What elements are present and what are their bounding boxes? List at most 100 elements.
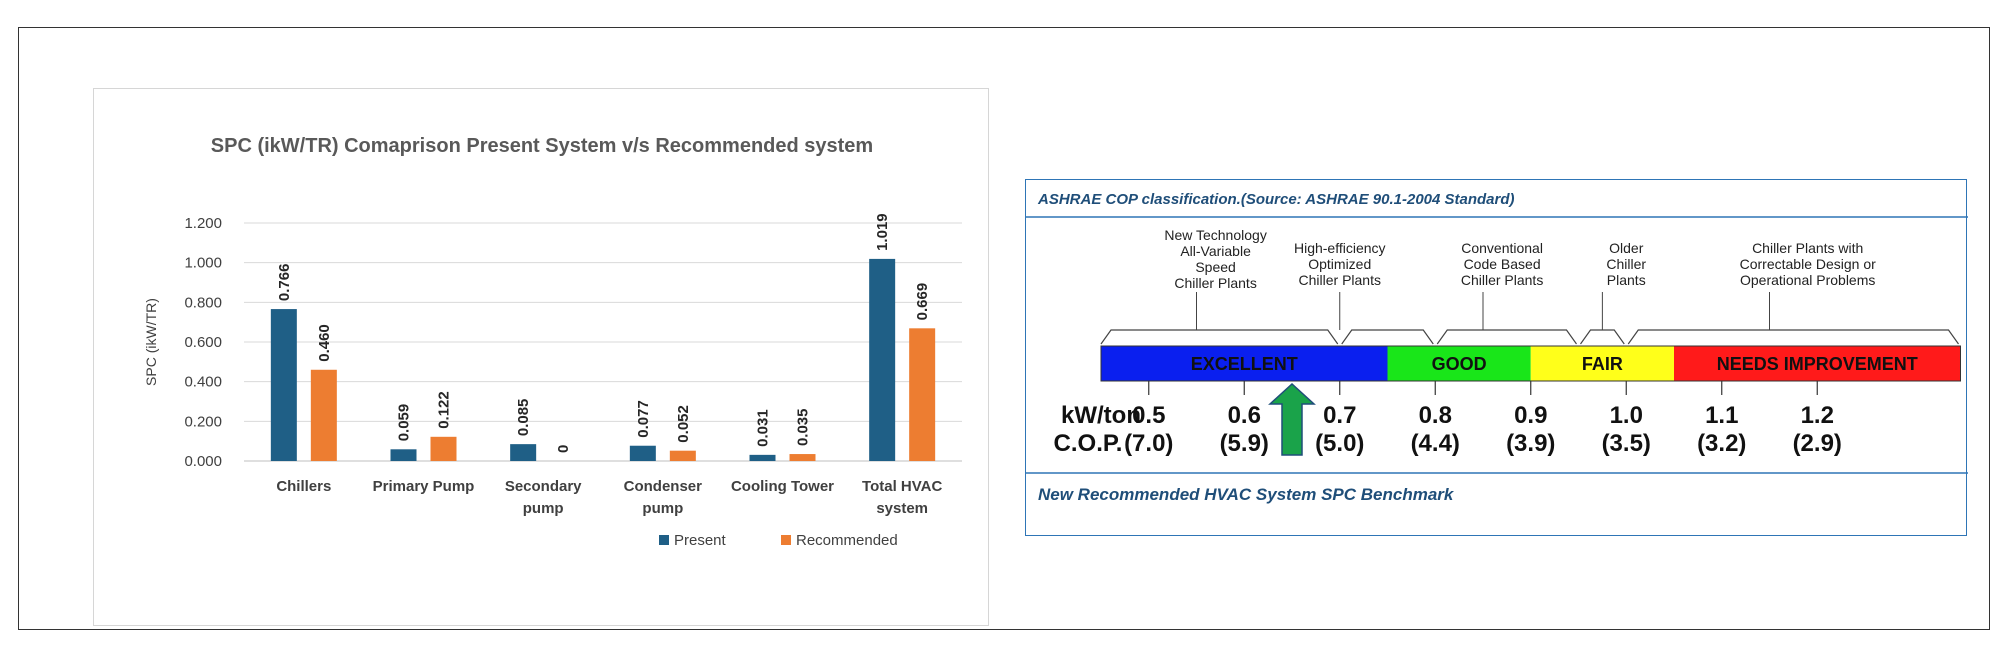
band-label: EXCELLENT [1191,354,1298,374]
ashrae-footer: New Recommended HVAC System SPC Benchmar… [1038,485,1455,504]
band-label: FAIR [1582,354,1623,374]
benchmark-arrow-icon [1268,382,1316,456]
category-brace [1627,329,1959,345]
chart-title: SPC (ikW/TR) Comaprison Present System v… [211,135,873,157]
y-tick-label: 0.600 [184,334,222,351]
category-description: Optimized [1308,256,1371,272]
cop-value: (3.2) [1697,430,1746,457]
category-brace [1100,329,1339,345]
category-brace [1580,329,1625,345]
y-tick-label: 1.200 [184,215,222,232]
bar-data-label: 0.031 [755,409,772,447]
legend-swatch-present [659,535,669,545]
x-category-label: Secondary [505,478,582,495]
bar-data-label: 0.085 [515,399,532,437]
category-description: New Technology [1164,227,1266,243]
cop-value: (4.4) [1411,430,1460,457]
cop-label: C.O.P. [1054,430,1123,457]
band-good [1387,346,1531,381]
x-category-label: Primary Pump [373,478,475,495]
category-description: High-efficiency [1294,240,1386,256]
band-needs-improvement [1674,346,1961,381]
legend-label-recommended: Recommended [796,532,898,549]
y-tick-label: 0.800 [184,294,222,311]
x-category-label: pump [523,500,564,517]
bar-data-label: 0.460 [316,324,333,362]
y-tick-label: 1.000 [184,255,222,272]
bar-present [510,444,537,461]
category-brace [1436,329,1577,345]
bar-data-label: 0.077 [635,400,652,438]
category-description: Conventional [1461,240,1543,256]
kw-value: 0.8 [1419,402,1452,429]
kw-value: 1.0 [1610,402,1643,429]
cop-value: (3.5) [1602,430,1651,457]
kw-value: 0.6 [1228,402,1261,429]
y-axis-label: SPC (ikW/TR) [143,298,159,386]
cop-value: (2.9) [1793,430,1842,457]
bar-present [869,258,896,461]
bar-present [270,309,297,461]
x-category-label: pump [642,500,683,517]
bar-data-label: 1.019 [874,213,891,251]
kw-label: kW/ton [1061,402,1141,429]
bar-data-label: 0 [555,445,572,453]
chart-canvas: SPC (ikW/TR) Comaprison Present System v… [143,135,962,549]
y-tick-label: 0.400 [184,374,222,391]
category-description: Operational Problems [1740,272,1875,288]
band-excellent [1101,346,1388,381]
ashrae-header: ASHRAE COP classification.(Source: ASHRA… [1037,191,1515,208]
category-description: Plants [1607,272,1646,288]
x-category-label: Chillers [276,478,331,495]
bar-recommended [430,436,457,461]
kw-value: 0.7 [1323,402,1356,429]
bar-present [749,454,776,461]
cop-value: (5.0) [1315,430,1364,457]
ashrae-cop-classification-panel: ASHRAE COP classification.(Source: ASHRA… [1025,179,1968,536]
band-label: NEEDS IMPROVEMENT [1717,354,1918,374]
category-description: Code Based [1464,256,1541,272]
bar-present [390,449,417,461]
bar-data-label: 0.122 [436,391,453,429]
bar-data-label: 0.669 [914,283,931,321]
bar-recommended [669,450,696,461]
bar-data-label: 0.766 [276,264,293,302]
bar-data-label: 0.035 [795,409,812,447]
cop-value: (5.9) [1220,430,1269,457]
category-description: Chiller Plants with [1752,240,1863,256]
category-description: Chiller Plants [1299,272,1381,288]
bar-data-label: 0.059 [396,404,413,442]
category-description: Chiller Plants [1461,272,1543,288]
legend-label-present: Present [674,532,727,549]
y-tick-label: 0.200 [184,413,222,430]
bar-present [629,445,656,461]
bar-recommended [310,369,337,461]
x-category-label: Total HVAC [862,478,942,495]
kw-value: 1.1 [1705,402,1738,429]
figure-frame: SPC (ikW/TR) Comaprison Present System v… [18,27,1990,630]
category-description: All-Variable [1180,243,1251,259]
band-label: GOOD [1432,354,1487,374]
kw-value: 0.9 [1514,402,1547,429]
x-category-label: Condenser [624,478,703,495]
bar-recommended [789,454,816,461]
category-description: Older [1609,240,1644,256]
category-brace [1341,329,1434,345]
x-category-label: Cooling Tower [731,478,834,495]
cop-value: (3.9) [1506,430,1555,457]
legend-swatch-recommended [781,535,791,545]
bar-recommended [909,328,936,461]
y-tick-label: 0.000 [184,453,222,470]
category-description: Chiller [1606,256,1646,272]
category-description: Speed [1195,259,1235,275]
category-description: Chiller Plants [1174,275,1256,291]
ashrae-canvas: ASHRAE COP classification.(Source: ASHRA… [1026,191,1968,504]
spc-comparison-chart: SPC (ikW/TR) Comaprison Present System v… [93,88,989,626]
cop-value: (7.0) [1124,430,1173,457]
category-description: Correctable Design or [1740,256,1877,272]
band-fair [1530,346,1674,381]
kw-value: 0.5 [1132,402,1165,429]
kw-value: 1.2 [1801,402,1834,429]
bar-data-label: 0.052 [675,405,692,443]
x-category-label: system [876,500,928,517]
